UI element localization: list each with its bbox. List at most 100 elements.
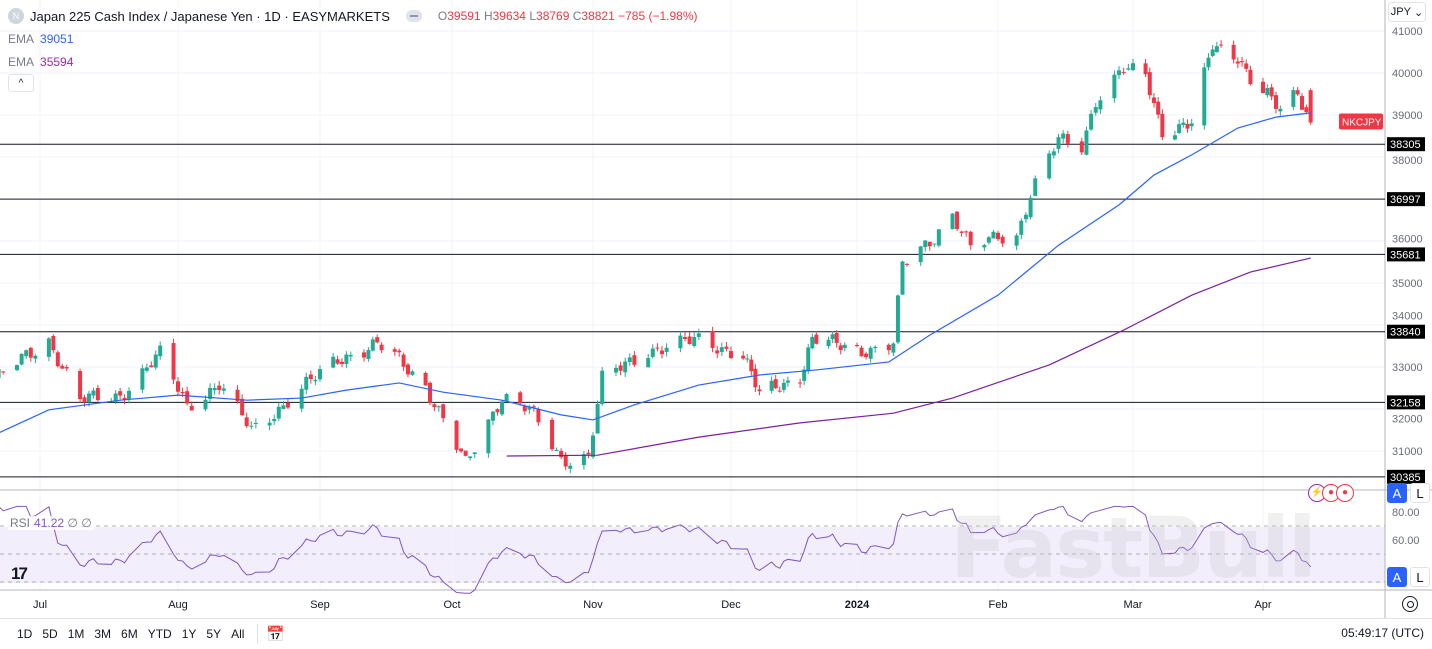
range-3m[interactable]: 3M — [94, 627, 112, 641]
go-to-date-icon[interactable]: 📅 — [266, 626, 286, 643]
candle-body — [650, 348, 655, 357]
candle-body — [842, 344, 847, 349]
level-label: 30385 — [1390, 472, 1421, 484]
candle-body — [745, 358, 750, 360]
candle-body — [1202, 67, 1207, 126]
level-label: 32158 — [1390, 397, 1421, 409]
symbol-title[interactable]: Japan 225 Cash Index / Japanese Yen · 1D… — [30, 8, 390, 24]
range-5d[interactable]: 5D — [42, 627, 58, 641]
candle-body — [253, 422, 258, 424]
candle-body — [397, 350, 402, 353]
candle-body — [1028, 197, 1033, 218]
candle-body — [905, 263, 910, 265]
candle-body — [344, 354, 349, 364]
candle-body — [91, 390, 96, 396]
level-label-bg — [1387, 247, 1425, 262]
candle-body — [1147, 72, 1152, 96]
candle-body — [710, 331, 715, 348]
candle-body — [895, 295, 900, 343]
auto-scale-button[interactable]: A — [1387, 483, 1407, 503]
clock[interactable]: 05:49:17 (UTC) — [1341, 626, 1424, 640]
x-tick-label: Dec — [721, 599, 741, 611]
candle-body — [1051, 151, 1056, 156]
rsi-legend[interactable]: RSI 41.22 ∅ ∅ — [8, 516, 94, 530]
bottom-toolbar: 1D 5D 1M 3M 6M YTD 1Y 5Y All 📅 — [0, 618, 1432, 649]
rsi-auto-scale-button[interactable]: A — [1387, 567, 1407, 587]
ema-fast-legend[interactable]: EMA 39051 — [8, 32, 74, 46]
candle-body — [581, 454, 586, 466]
candle-body — [86, 393, 91, 403]
range-1y[interactable]: 1Y — [181, 627, 197, 641]
candle-body — [375, 337, 380, 343]
y-tick-label: 39000 — [1392, 110, 1423, 122]
candle-body — [1079, 141, 1084, 153]
rsi-log-scale-button[interactable]: L — [1410, 567, 1430, 587]
collapse-legend-button[interactable]: ^ — [8, 74, 34, 92]
candle-body — [19, 353, 24, 365]
candle-body — [982, 245, 987, 248]
candle-body — [1308, 90, 1313, 123]
candle-body — [550, 419, 555, 450]
candle-body — [490, 411, 495, 421]
chart-canvas[interactable]: Jul Aug Sep Oct Nov Dec 2024 Feb Mar Apr 31000 3200… — [0, 0, 1432, 618]
y-tick-label: 41000 — [1392, 26, 1423, 38]
candle-body — [249, 425, 254, 427]
candle-body — [55, 352, 60, 367]
candle-body — [1033, 178, 1038, 196]
candle-body — [798, 382, 803, 384]
level-label-bg — [1387, 395, 1425, 410]
ema-slow-legend[interactable]: EMA 35594 — [8, 55, 74, 69]
candle-body — [235, 389, 240, 402]
candle-body — [664, 347, 669, 352]
candle-body — [185, 391, 190, 404]
candle-body — [864, 353, 869, 358]
candle-body — [868, 347, 873, 359]
candle-body — [1248, 69, 1253, 85]
log-scale-button[interactable]: L — [1410, 483, 1430, 503]
candle-body — [781, 382, 786, 390]
candle-body — [1065, 134, 1070, 144]
candle-body — [623, 361, 628, 373]
candle-body — [991, 231, 996, 239]
candle-body — [1240, 61, 1245, 63]
candle-body — [719, 347, 724, 352]
level-label: 35681 — [1390, 249, 1421, 261]
candle-body — [140, 368, 145, 390]
candle-body — [1295, 90, 1300, 95]
candle-body — [362, 352, 366, 358]
candle-body — [24, 350, 29, 357]
candle-body — [741, 355, 746, 359]
y-tick-label: 36000 — [1392, 233, 1423, 245]
candle-body — [1172, 135, 1177, 140]
candle-body — [1093, 106, 1098, 113]
candle-body — [757, 389, 762, 392]
range-5y[interactable]: 5Y — [206, 627, 222, 641]
economic-event-icon-2[interactable]: ● — [1336, 484, 1354, 502]
candle-body — [1019, 220, 1024, 235]
candle-body — [285, 403, 290, 408]
settings-icon[interactable] — [1402, 596, 1418, 612]
candle-body — [1056, 137, 1061, 149]
market-status-icon[interactable] — [405, 10, 422, 22]
candle-body — [217, 385, 222, 391]
candle-body — [78, 371, 83, 400]
candle-body — [127, 390, 132, 399]
candle-body — [335, 359, 340, 364]
range-6m[interactable]: 6M — [121, 627, 138, 641]
candle-body — [932, 243, 937, 245]
range-ytd[interactable]: YTD — [147, 627, 172, 641]
currency-select[interactable]: JPY ⌄ — [1388, 2, 1426, 22]
y-tick-label: 40000 — [1392, 68, 1423, 80]
candle-body — [1098, 100, 1103, 110]
ema-slow-line — [506, 257, 1311, 457]
range-1d[interactable]: 1D — [17, 627, 33, 641]
candle-body — [348, 354, 353, 357]
range-1m[interactable]: 1M — [67, 627, 85, 641]
rsi-band — [0, 527, 1385, 583]
tradingview-logo[interactable]: 17 — [11, 564, 28, 583]
symbol-legend: N Japan 225 Cash Index / Japanese Yen · … — [8, 8, 698, 24]
range-all[interactable]: All — [231, 627, 245, 641]
candle-body — [1265, 88, 1270, 96]
candle-body — [986, 237, 991, 243]
candle-body — [715, 350, 720, 354]
